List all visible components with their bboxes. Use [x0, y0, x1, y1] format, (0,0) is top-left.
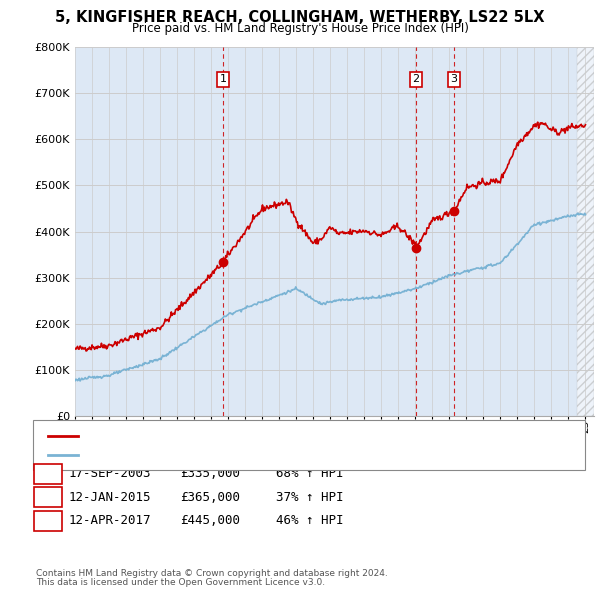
Text: 12-JAN-2015: 12-JAN-2015	[69, 491, 151, 504]
Text: HPI: Average price, detached house, Leeds: HPI: Average price, detached house, Leed…	[87, 450, 310, 460]
Text: £445,000: £445,000	[180, 514, 240, 527]
Text: Contains HM Land Registry data © Crown copyright and database right 2024.: Contains HM Land Registry data © Crown c…	[36, 569, 388, 578]
Text: 2: 2	[412, 74, 419, 84]
Text: 68% ↑ HPI: 68% ↑ HPI	[276, 467, 343, 480]
Text: 46% ↑ HPI: 46% ↑ HPI	[276, 514, 343, 527]
Text: This data is licensed under the Open Government Licence v3.0.: This data is licensed under the Open Gov…	[36, 578, 325, 587]
Text: 5, KINGFISHER REACH, COLLINGHAM, WETHERBY, LS22 5LX: 5, KINGFISHER REACH, COLLINGHAM, WETHERB…	[55, 10, 545, 25]
Text: 12-APR-2017: 12-APR-2017	[69, 514, 151, 527]
Text: Price paid vs. HM Land Registry's House Price Index (HPI): Price paid vs. HM Land Registry's House …	[131, 22, 469, 35]
Text: 3: 3	[44, 514, 52, 527]
Text: 1: 1	[44, 467, 52, 480]
Text: 17-SEP-2003: 17-SEP-2003	[69, 467, 151, 480]
Text: 2: 2	[44, 491, 52, 504]
Text: 37% ↑ HPI: 37% ↑ HPI	[276, 491, 343, 504]
Bar	[577, 47, 594, 416]
Text: 1: 1	[220, 74, 227, 84]
Text: £365,000: £365,000	[180, 491, 240, 504]
Text: 3: 3	[451, 74, 458, 84]
Text: 5, KINGFISHER REACH, COLLINGHAM, WETHERBY, LS22 5LX (detached house): 5, KINGFISHER REACH, COLLINGHAM, WETHERB…	[87, 431, 492, 441]
Text: £335,000: £335,000	[180, 467, 240, 480]
